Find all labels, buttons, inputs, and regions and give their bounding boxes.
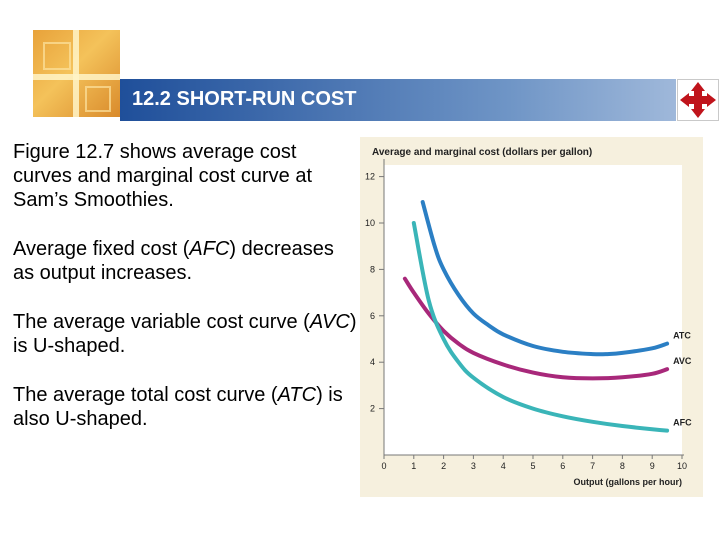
x-axis-label: Output (gallons per hour) bbox=[574, 477, 683, 487]
x-tick-label: 5 bbox=[530, 461, 535, 471]
y-tick-label: 12 bbox=[365, 172, 375, 182]
bullet-text-run: The average total cost curve ( bbox=[13, 384, 278, 406]
chart-title: Average and marginal cost (dollars per g… bbox=[372, 147, 592, 158]
bullet-list: Figure 12.7 shows average cost curves an… bbox=[13, 140, 358, 456]
x-tick-label: 9 bbox=[650, 461, 655, 471]
avc-curve bbox=[402, 276, 670, 381]
x-tick-label: 4 bbox=[501, 461, 506, 471]
atc-curve-label: ATC bbox=[673, 331, 691, 341]
bullet-paragraph: The average variable cost curve (AVC) is… bbox=[13, 310, 358, 358]
y-tick-label: 4 bbox=[370, 357, 375, 367]
decorative-logo bbox=[33, 30, 120, 117]
navigation-arrows-icon[interactable] bbox=[677, 79, 719, 121]
y-tick-label: 8 bbox=[370, 264, 375, 274]
x-tick-label: 10 bbox=[677, 461, 687, 471]
bullet-text-run: ) decreases as output increases. bbox=[13, 238, 334, 284]
y-tick-label: 2 bbox=[370, 404, 375, 414]
bullet-paragraph: Figure 12.7 shows average cost curves an… bbox=[13, 140, 358, 212]
bullet-paragraph: Average fixed cost (AFC) decreases as ou… bbox=[13, 237, 358, 285]
title-bar: 12.2 SHORT-RUN COST bbox=[120, 79, 676, 121]
bullet-text-run: The average variable cost curve ( bbox=[13, 311, 310, 333]
x-tick-label: 1 bbox=[411, 461, 416, 471]
x-tick-label: 7 bbox=[590, 461, 595, 471]
afc-curve bbox=[411, 221, 670, 433]
x-tick-label: 8 bbox=[620, 461, 625, 471]
atc-curve bbox=[420, 200, 670, 357]
x-tick-label: 6 bbox=[560, 461, 565, 471]
bullet-text-run: Average fixed cost ( bbox=[13, 238, 190, 260]
x-tick-label: 2 bbox=[441, 461, 446, 471]
chart-svg: Average and marginal cost (dollars per g… bbox=[365, 147, 692, 487]
bullet-paragraph: The average total cost curve (ATC) is al… bbox=[13, 383, 358, 431]
avc-curve-label: AVC bbox=[673, 356, 692, 366]
slide-title: 12.2 SHORT-RUN COST bbox=[132, 88, 357, 110]
bullet-text-run: ATC bbox=[277, 384, 317, 406]
bullet-text-run: Figure 12.7 shows average cost curves an… bbox=[13, 141, 313, 211]
bullet-text-run: ) is U-shaped. bbox=[13, 311, 357, 357]
x-tick-label: 0 bbox=[381, 461, 386, 471]
afc-curve-label: AFC bbox=[673, 418, 692, 428]
x-tick-label: 3 bbox=[471, 461, 476, 471]
plot-area bbox=[384, 165, 682, 455]
bullet-text-run: AFC bbox=[189, 238, 230, 260]
y-tick-label: 6 bbox=[370, 311, 375, 321]
bullet-text-run: AVC bbox=[309, 311, 350, 333]
bullet-text-run: ) is also U-shaped. bbox=[13, 384, 343, 430]
y-tick-label: 10 bbox=[365, 218, 375, 228]
cost-curves-chart: Average and marginal cost (dollars per g… bbox=[360, 137, 703, 497]
